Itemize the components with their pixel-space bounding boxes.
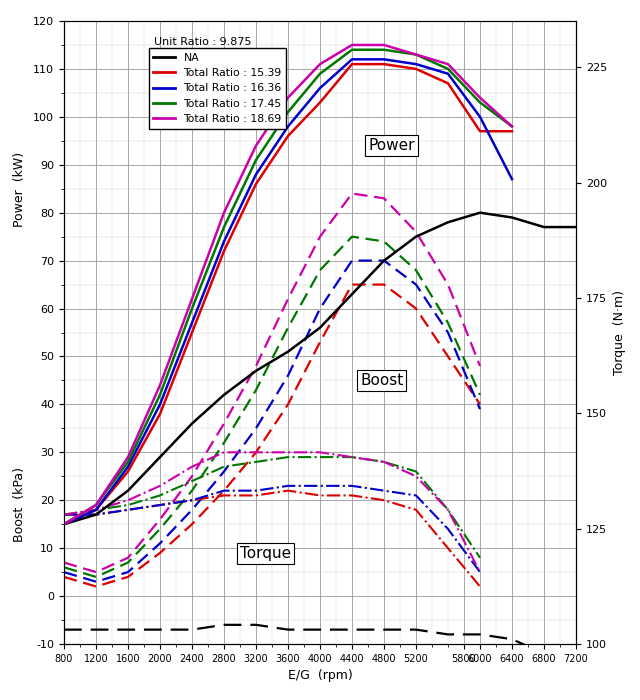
- Text: Boost  (kPa): Boost (kPa): [13, 466, 26, 542]
- X-axis label: E/G  (rpm): E/G (rpm): [287, 669, 353, 682]
- Legend: NA, Total Ratio : 15.39, Total Ratio : 16.36, Total Ratio : 17.45, Total Ratio :: NA, Total Ratio : 15.39, Total Ratio : 1…: [148, 48, 286, 129]
- Text: Power: Power: [368, 139, 415, 153]
- Text: Unit Ratio : 9.875: Unit Ratio : 9.875: [154, 36, 251, 47]
- Y-axis label: Torque  (N·m): Torque (N·m): [612, 290, 625, 375]
- Text: Power  (kW): Power (kW): [13, 151, 26, 227]
- Text: Torque: Torque: [240, 546, 291, 561]
- Text: Boost: Boost: [360, 373, 403, 389]
